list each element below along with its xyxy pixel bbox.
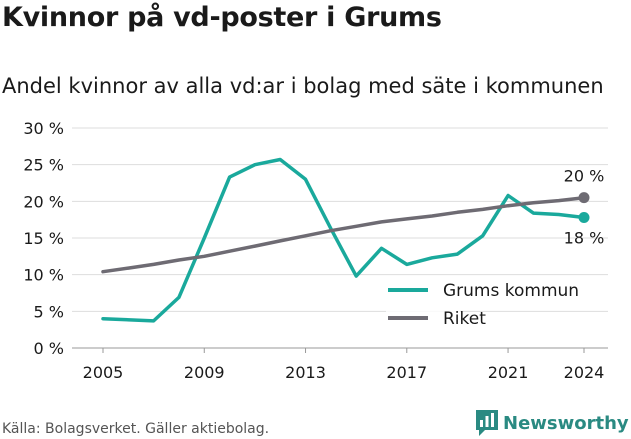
legend-label: Riket	[443, 309, 486, 329]
source-note: Källa: Bolagsverket. Gäller aktiebolag.	[2, 421, 270, 437]
legend-label: Grums kommun	[443, 281, 579, 301]
brand-logo: Newsworthy	[476, 410, 629, 436]
x-tick-label: 2005	[83, 363, 124, 382]
series-lines: 18 % 20 %	[101, 157, 605, 323]
series-end-label: 18 %	[564, 228, 605, 247]
brand-name: Newsworthy	[503, 412, 629, 434]
y-tick-label: 20 %	[23, 192, 64, 211]
y-tick-label: 25 %	[23, 156, 64, 175]
y-tick-label: 5 %	[34, 302, 64, 321]
x-tick-label: 2017	[386, 363, 427, 382]
y-tick-label: 0 %	[34, 339, 64, 358]
series-end-label: 20 %	[564, 167, 605, 186]
bar-chart-icon	[476, 410, 498, 436]
legend: Grums kommun Riket	[386, 280, 579, 330]
y-tick-label: 15 %	[23, 229, 64, 248]
series-line-riket	[101, 195, 586, 274]
series-end-point	[578, 192, 590, 204]
series-end-point	[578, 211, 590, 223]
chart-title: Kvinnor på vd-poster i Grums	[2, 2, 442, 33]
x-tick-label: 2009	[184, 363, 225, 382]
series-line-grums	[101, 157, 586, 323]
y-tick-label: 30 %	[23, 119, 64, 138]
axes: 0 % 5 % 10 % 15 % 20 % 25 % 30 % 2005 2009 2013 20…	[23, 119, 604, 382]
x-tick-label: 2024	[564, 363, 605, 382]
x-tick-label: 2021	[488, 363, 529, 382]
grid-lines	[72, 127, 608, 349]
y-tick-label: 10 %	[23, 266, 64, 285]
x-tick-label: 2013	[285, 363, 326, 382]
chart-subtitle: Andel kvinnor av alla vd:ar i bolag med …	[2, 74, 604, 98]
